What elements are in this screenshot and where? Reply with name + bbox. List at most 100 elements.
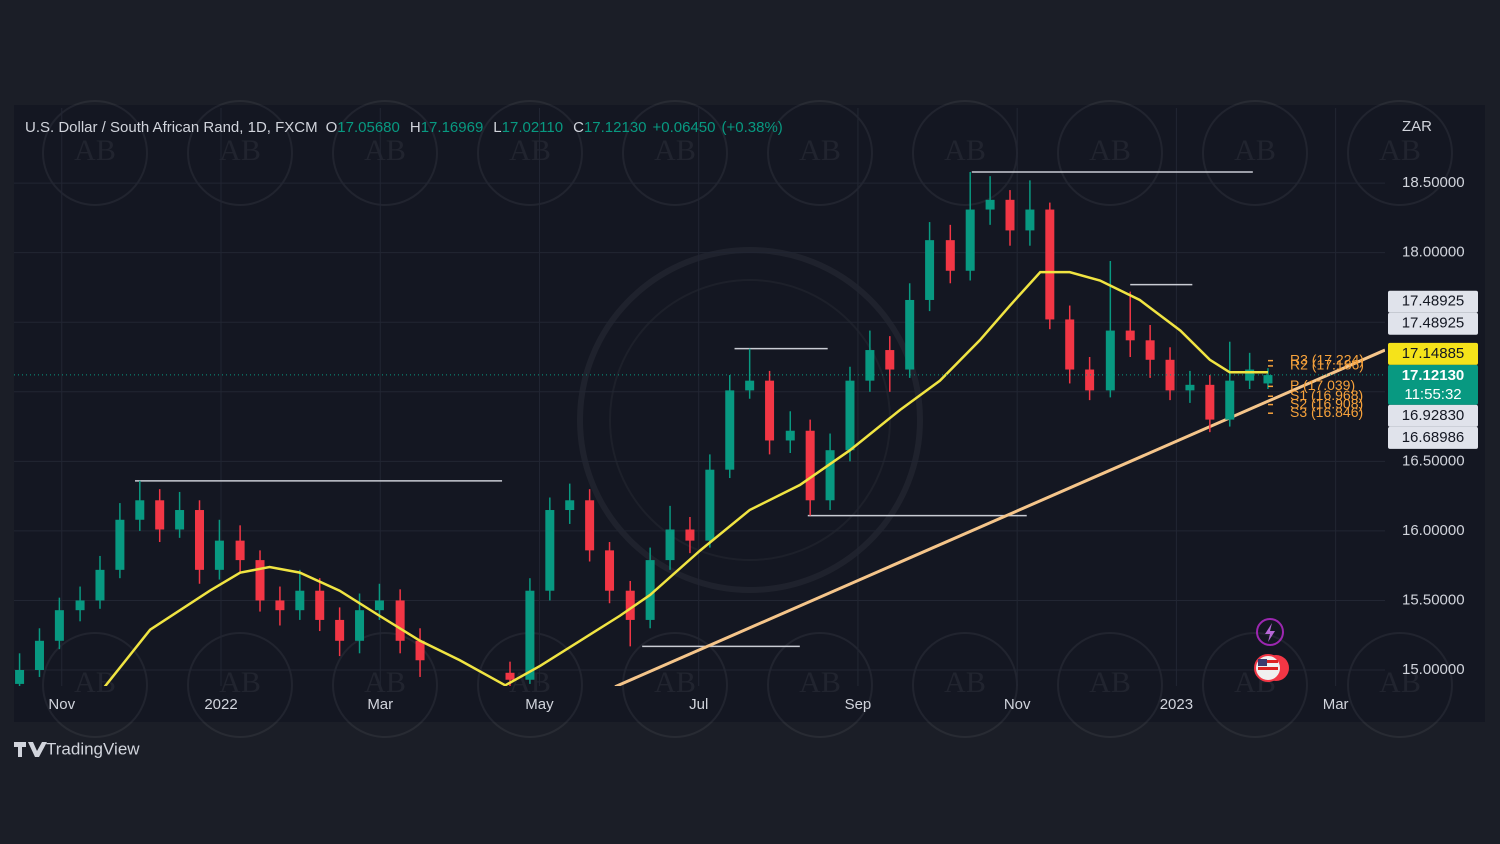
pivot-label: R3 (17.224) [1290, 351, 1364, 367]
candle-body [525, 590, 535, 680]
candle-body [1245, 369, 1255, 381]
brand-logo [14, 742, 47, 757]
watermark: AB [1379, 666, 1421, 699]
candle-body [135, 500, 145, 520]
candle-body [965, 209, 975, 271]
candle-body [214, 540, 224, 570]
candle-body [845, 380, 855, 451]
price-label: 16.68986 [1402, 429, 1465, 446]
candle-body [1185, 384, 1195, 391]
price-label-box [1388, 364, 1478, 405]
candle-body [865, 350, 875, 381]
overlay: R3 (17.224)R2 (17.186) P (17.039)S1 (16.9… [14, 270, 1385, 686]
x-tick-label: Mar [1323, 696, 1349, 713]
watermark-ring [187, 632, 293, 738]
y-tick-label: 15.50000 [1402, 591, 1465, 608]
candle-body [705, 469, 715, 541]
currency: ZAR [1402, 118, 1432, 135]
price-label-box [1388, 426, 1478, 449]
ohlc-value: 17.02110 [502, 119, 563, 136]
candle-body [1085, 369, 1095, 391]
candle-body [885, 350, 895, 370]
candle-body [374, 600, 384, 611]
candle-body [565, 500, 575, 511]
candle-body [395, 600, 405, 641]
watermark: AB [654, 666, 696, 699]
watermark-ring [1202, 632, 1308, 738]
watermark-ring [767, 100, 873, 206]
watermark-ring [1347, 100, 1453, 206]
watermark-ring [42, 100, 148, 206]
watermark-ring [622, 100, 728, 206]
ohlc-value: 17.16969 [421, 119, 484, 136]
candle-body [115, 519, 125, 570]
candle-body [355, 610, 365, 641]
watermark: AB [1234, 134, 1276, 167]
candle-body [1025, 209, 1035, 231]
candle-body [1045, 209, 1055, 320]
candle-body [15, 670, 25, 684]
watermark: AB [364, 666, 406, 699]
candle-body [75, 600, 85, 611]
watermark: AB [509, 134, 551, 167]
watermark: AB [219, 666, 261, 699]
candle-body [1145, 340, 1155, 360]
candle-body [905, 299, 915, 370]
countdown: 11:55:32 [1404, 386, 1461, 403]
plot-area [15, 171, 1385, 686]
candle-body [805, 430, 815, 501]
grid [14, 108, 1385, 686]
pivot-label: P (17.039) [1290, 377, 1355, 393]
y-tick-label: 15.00000 [1402, 661, 1465, 678]
x-tick-label: Nov [48, 696, 75, 713]
candle-body [1005, 199, 1015, 231]
price-label-box [1388, 312, 1478, 335]
event-icon[interactable] [1256, 618, 1284, 646]
flag-stripe [1258, 660, 1278, 663]
x-tick-label: 2022 [204, 696, 237, 713]
candle-body [275, 600, 285, 611]
x-tick-label: Jul [689, 696, 708, 713]
change-value: (+0.38%) [722, 119, 783, 136]
candle-body [505, 672, 515, 680]
candle-body [1263, 375, 1273, 384]
ohlc-key: O [326, 119, 338, 136]
moving-average [103, 270, 1268, 686]
y-tick-label: 18.00000 [1402, 244, 1465, 261]
pivot-label: S3 (16.846) [1290, 404, 1363, 420]
watermark: AB [1089, 134, 1131, 167]
candle-body [95, 569, 105, 601]
candle-body [155, 500, 165, 530]
watermark-ring [1057, 100, 1163, 206]
candle-body [745, 380, 755, 391]
watermark-ring [477, 100, 583, 206]
watermark-ring [332, 100, 438, 206]
watermark-seal [609, 279, 891, 561]
flag-stripe [1258, 667, 1278, 670]
candle-body [925, 240, 935, 300]
candle-body [625, 590, 635, 620]
watermark: AB [799, 134, 841, 167]
candle-body [34, 640, 44, 671]
watermark-ring [1202, 100, 1308, 206]
x-tick-label: 2023 [1160, 696, 1193, 713]
pivot-label: S2 (16.908) [1290, 395, 1363, 411]
watermark-ring [1347, 632, 1453, 738]
brand: TradingView [46, 739, 140, 758]
x-tick-label: Nov [1004, 696, 1031, 713]
x-tick-label: Mar [367, 696, 393, 713]
price-label: 17.48925 [1402, 293, 1465, 310]
watermark: AB [799, 666, 841, 699]
x-tick-label: Sep [845, 696, 872, 713]
lightning-icon [1265, 623, 1275, 642]
watermark-ring [332, 632, 438, 738]
price-label: 17.14885 [1402, 345, 1465, 362]
watermark-seal [577, 247, 923, 593]
y-tick-label: 18.50000 [1402, 174, 1465, 191]
candle-body [985, 199, 995, 210]
watermark: AB [1379, 134, 1421, 167]
candle-body [585, 500, 595, 551]
price-label-box [1388, 290, 1478, 313]
candle-body [605, 550, 615, 591]
